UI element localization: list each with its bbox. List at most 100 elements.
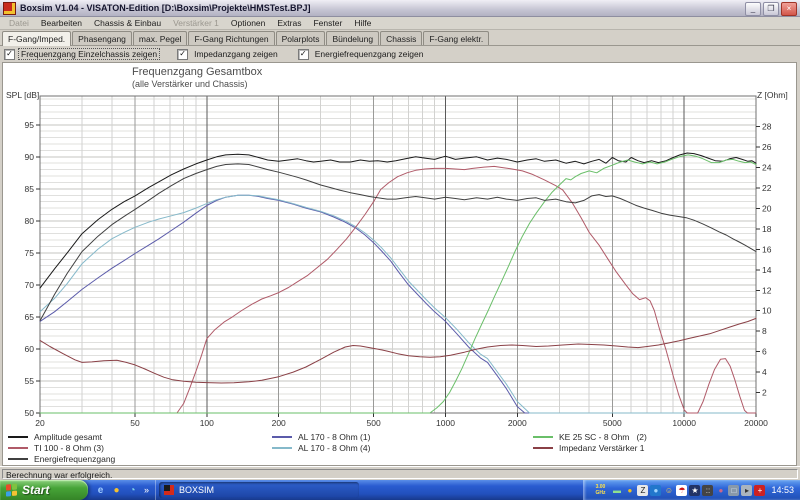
spl-tick-label: 50 <box>25 408 35 418</box>
curve-ke-25-sc-8-ohm-2- <box>39 154 757 414</box>
ohm-tick-label: 12 <box>762 285 772 295</box>
legend-swatch <box>8 457 28 460</box>
legend-swatch <box>8 446 28 449</box>
ohm-tick-label: 4 <box>762 367 767 377</box>
menu-item-bearbeiten[interactable]: Bearbeiten <box>40 18 82 28</box>
legend-swatch <box>533 446 553 449</box>
tab-polarplots[interactable]: Polarplots <box>275 31 326 45</box>
checkbox-frequenzgang-einzelchassis-zeigen[interactable]: ✓ <box>4 48 15 60</box>
tab-f-gang-imped-[interactable]: F-Gang/Imped. <box>2 31 72 46</box>
tray-z-icon[interactable]: Z <box>637 484 649 496</box>
status-bar: Berechnung war erfolgreich. <box>0 466 800 480</box>
legend-entry: AL 170 - 8 Ohm (1) <box>272 431 370 442</box>
tray-globe-icon[interactable]: ● <box>650 484 662 496</box>
status-text: Berechnung war erfolgreich. <box>2 469 798 480</box>
browser-icon[interactable]: ◔ <box>129 484 136 496</box>
legend-entry: TI 100 - 8 Ohm (3) <box>8 442 115 453</box>
restore-button[interactable]: ❐ <box>763 2 779 16</box>
x-tick-label: 500 <box>367 418 381 428</box>
x-tick-label: 50 <box>130 418 140 428</box>
ohm-tick-label: 24 <box>762 163 772 173</box>
tab-b-ndelung[interactable]: Bündelung <box>326 31 380 45</box>
curve-al-170-8-ohm-1- <box>39 194 757 414</box>
x-tick-label: 10000 <box>672 418 696 428</box>
system-tray: 3.00 GHz ▬ ● Z ● ☺ ☂ ★:: ● □ ▸ +14:53 <box>583 480 800 500</box>
menu-item-chassis-einbau[interactable]: Chassis & Einbau <box>93 18 162 28</box>
x-tick-label: 2000 <box>508 418 527 428</box>
spl-tick-label: 95 <box>25 120 35 130</box>
tray-avira-umbrella-icon[interactable]: ☂ <box>676 484 688 496</box>
ohm-tick-label: 28 <box>762 122 772 132</box>
tab-chassis[interactable]: Chassis <box>380 31 423 45</box>
curve-ti-100-8-ohm-3- <box>176 165 757 414</box>
tray-smiley-icon[interactable]: ☺ <box>664 485 674 495</box>
checkbox-label: Impedanzgang zeigen <box>194 49 278 59</box>
tray-yellow-icon[interactable]: ● <box>627 485 633 495</box>
menu-item-hilfe[interactable]: Hilfe <box>354 18 372 28</box>
checkbox-impedanzgang-zeigen[interactable]: ✓ <box>177 48 189 60</box>
windows-flag-icon <box>6 483 18 497</box>
tab-phasengang[interactable]: Phasengang <box>72 31 132 45</box>
messenger-icon[interactable]: ● <box>113 484 120 496</box>
menu-item-verst-rker-1[interactable]: Verstärker 1 <box>173 18 219 28</box>
legend-swatch <box>8 435 28 438</box>
x-tick-label: 200 <box>272 418 286 428</box>
curve-al-170-8-ohm-4- <box>39 194 757 414</box>
ohm-tick-label: 10 <box>762 306 772 316</box>
curve-impedanz-verst-rker-1 <box>39 317 757 384</box>
tray-shield-icon[interactable]: + <box>754 484 766 496</box>
x-tick-label: 20000 <box>744 418 768 428</box>
quick-launch: e ● ◔ » <box>88 480 157 500</box>
spl-tick-label: 65 <box>25 312 35 322</box>
checkbox-energiefrequenzgang-zeigen[interactable]: ✓ <box>297 48 309 60</box>
spl-tick-label: 80 <box>25 216 35 226</box>
tab-f-gang-elektr-[interactable]: F-Gang elektr. <box>423 31 490 45</box>
spl-tick-label: 60 <box>25 344 35 354</box>
minimize-button[interactable]: _ <box>745 2 761 16</box>
chart-legend: Amplitude gesamt TI 100 - 8 Ohm (3) Energi… <box>0 431 800 465</box>
taskbar-button-boxsim[interactable]: BOXSIM <box>159 482 360 498</box>
tab-max-pegel[interactable]: max. Pegel <box>132 31 188 45</box>
ie-icon[interactable]: e <box>97 484 104 496</box>
y-right-axis-label: Z [Ohm] <box>757 90 788 100</box>
legend-entry: Impedanz Verstärker 1 <box>533 442 647 453</box>
tray-pink-icon[interactable]: ● <box>718 485 724 495</box>
menu-item-fenster[interactable]: Fenster <box>313 18 343 28</box>
legend-label: AL 170 - 8 Ohm (1) <box>298 431 371 442</box>
more-icons-chevron[interactable]: » <box>144 485 150 495</box>
menu-item-optionen[interactable]: Optionen <box>230 18 266 28</box>
app-icon <box>3 1 16 15</box>
y-left-axis-label: SPL [dB] <box>6 90 40 100</box>
tab-f-gang-richtungen[interactable]: F-Gang Richtungen <box>188 31 275 45</box>
taskbar: Start e ● ◔» BOXSIM 3.00 GHz ▬ ● Z ● ☺ ☂ ★:: ● □ ▸ +14… <box>0 480 800 500</box>
menu-item-extras[interactable]: Extras <box>277 18 302 28</box>
tray-cpu-speed-icon[interactable]: 3.00 GHz <box>595 483 606 496</box>
tray-star-icon[interactable]: ★ <box>689 484 701 496</box>
x-tick-label: 100 <box>200 418 214 428</box>
legend-column: Amplitude gesamt TI 100 - 8 Ohm (3) Energi… <box>8 431 115 464</box>
tray-clock: 14:53 <box>771 485 794 495</box>
ohm-tick-label: 14 <box>762 265 772 275</box>
x-tick-label: 5000 <box>603 418 622 428</box>
spl-tick-label: 70 <box>25 280 35 290</box>
legend-swatch <box>272 435 292 438</box>
menu-item-datei[interactable]: Datei <box>9 18 29 28</box>
checkbox-group: ✓ Impedanzgang zeigen <box>177 48 280 60</box>
legend-entry: AL 170 - 8 Ohm (4) <box>272 442 370 453</box>
legend-label: Impedanz Verstärker 1 <box>559 442 645 453</box>
tray-mouse-icon[interactable]: ▸ <box>741 484 753 496</box>
legend-column: AL 170 - 8 Ohm (1) AL 170 - 8 Ohm (4) <box>272 431 370 453</box>
task-button-label: BOXSIM <box>179 485 215 495</box>
x-tick-label: 1000 <box>436 418 455 428</box>
tray-dots-icon[interactable]: :: <box>702 484 714 496</box>
start-button[interactable]: Start <box>0 480 88 500</box>
close-button[interactable]: × <box>781 2 797 16</box>
curve-amplitude-gesamt <box>39 152 757 289</box>
ohm-tick-label: 26 <box>762 142 772 152</box>
checkbox-label: Frequenzgang Einzelchassis zeigen <box>17 48 161 60</box>
title-bar[interactable]: Boxsim V1.04 - VISATON-Edition [D:\Boxsi… <box>0 0 800 17</box>
legend-swatch <box>533 435 553 438</box>
tray-green-dash-icon[interactable]: ▬ <box>612 485 621 495</box>
tray-monitor-icon[interactable]: □ <box>728 484 740 496</box>
ohm-tick-label: 16 <box>762 244 772 254</box>
